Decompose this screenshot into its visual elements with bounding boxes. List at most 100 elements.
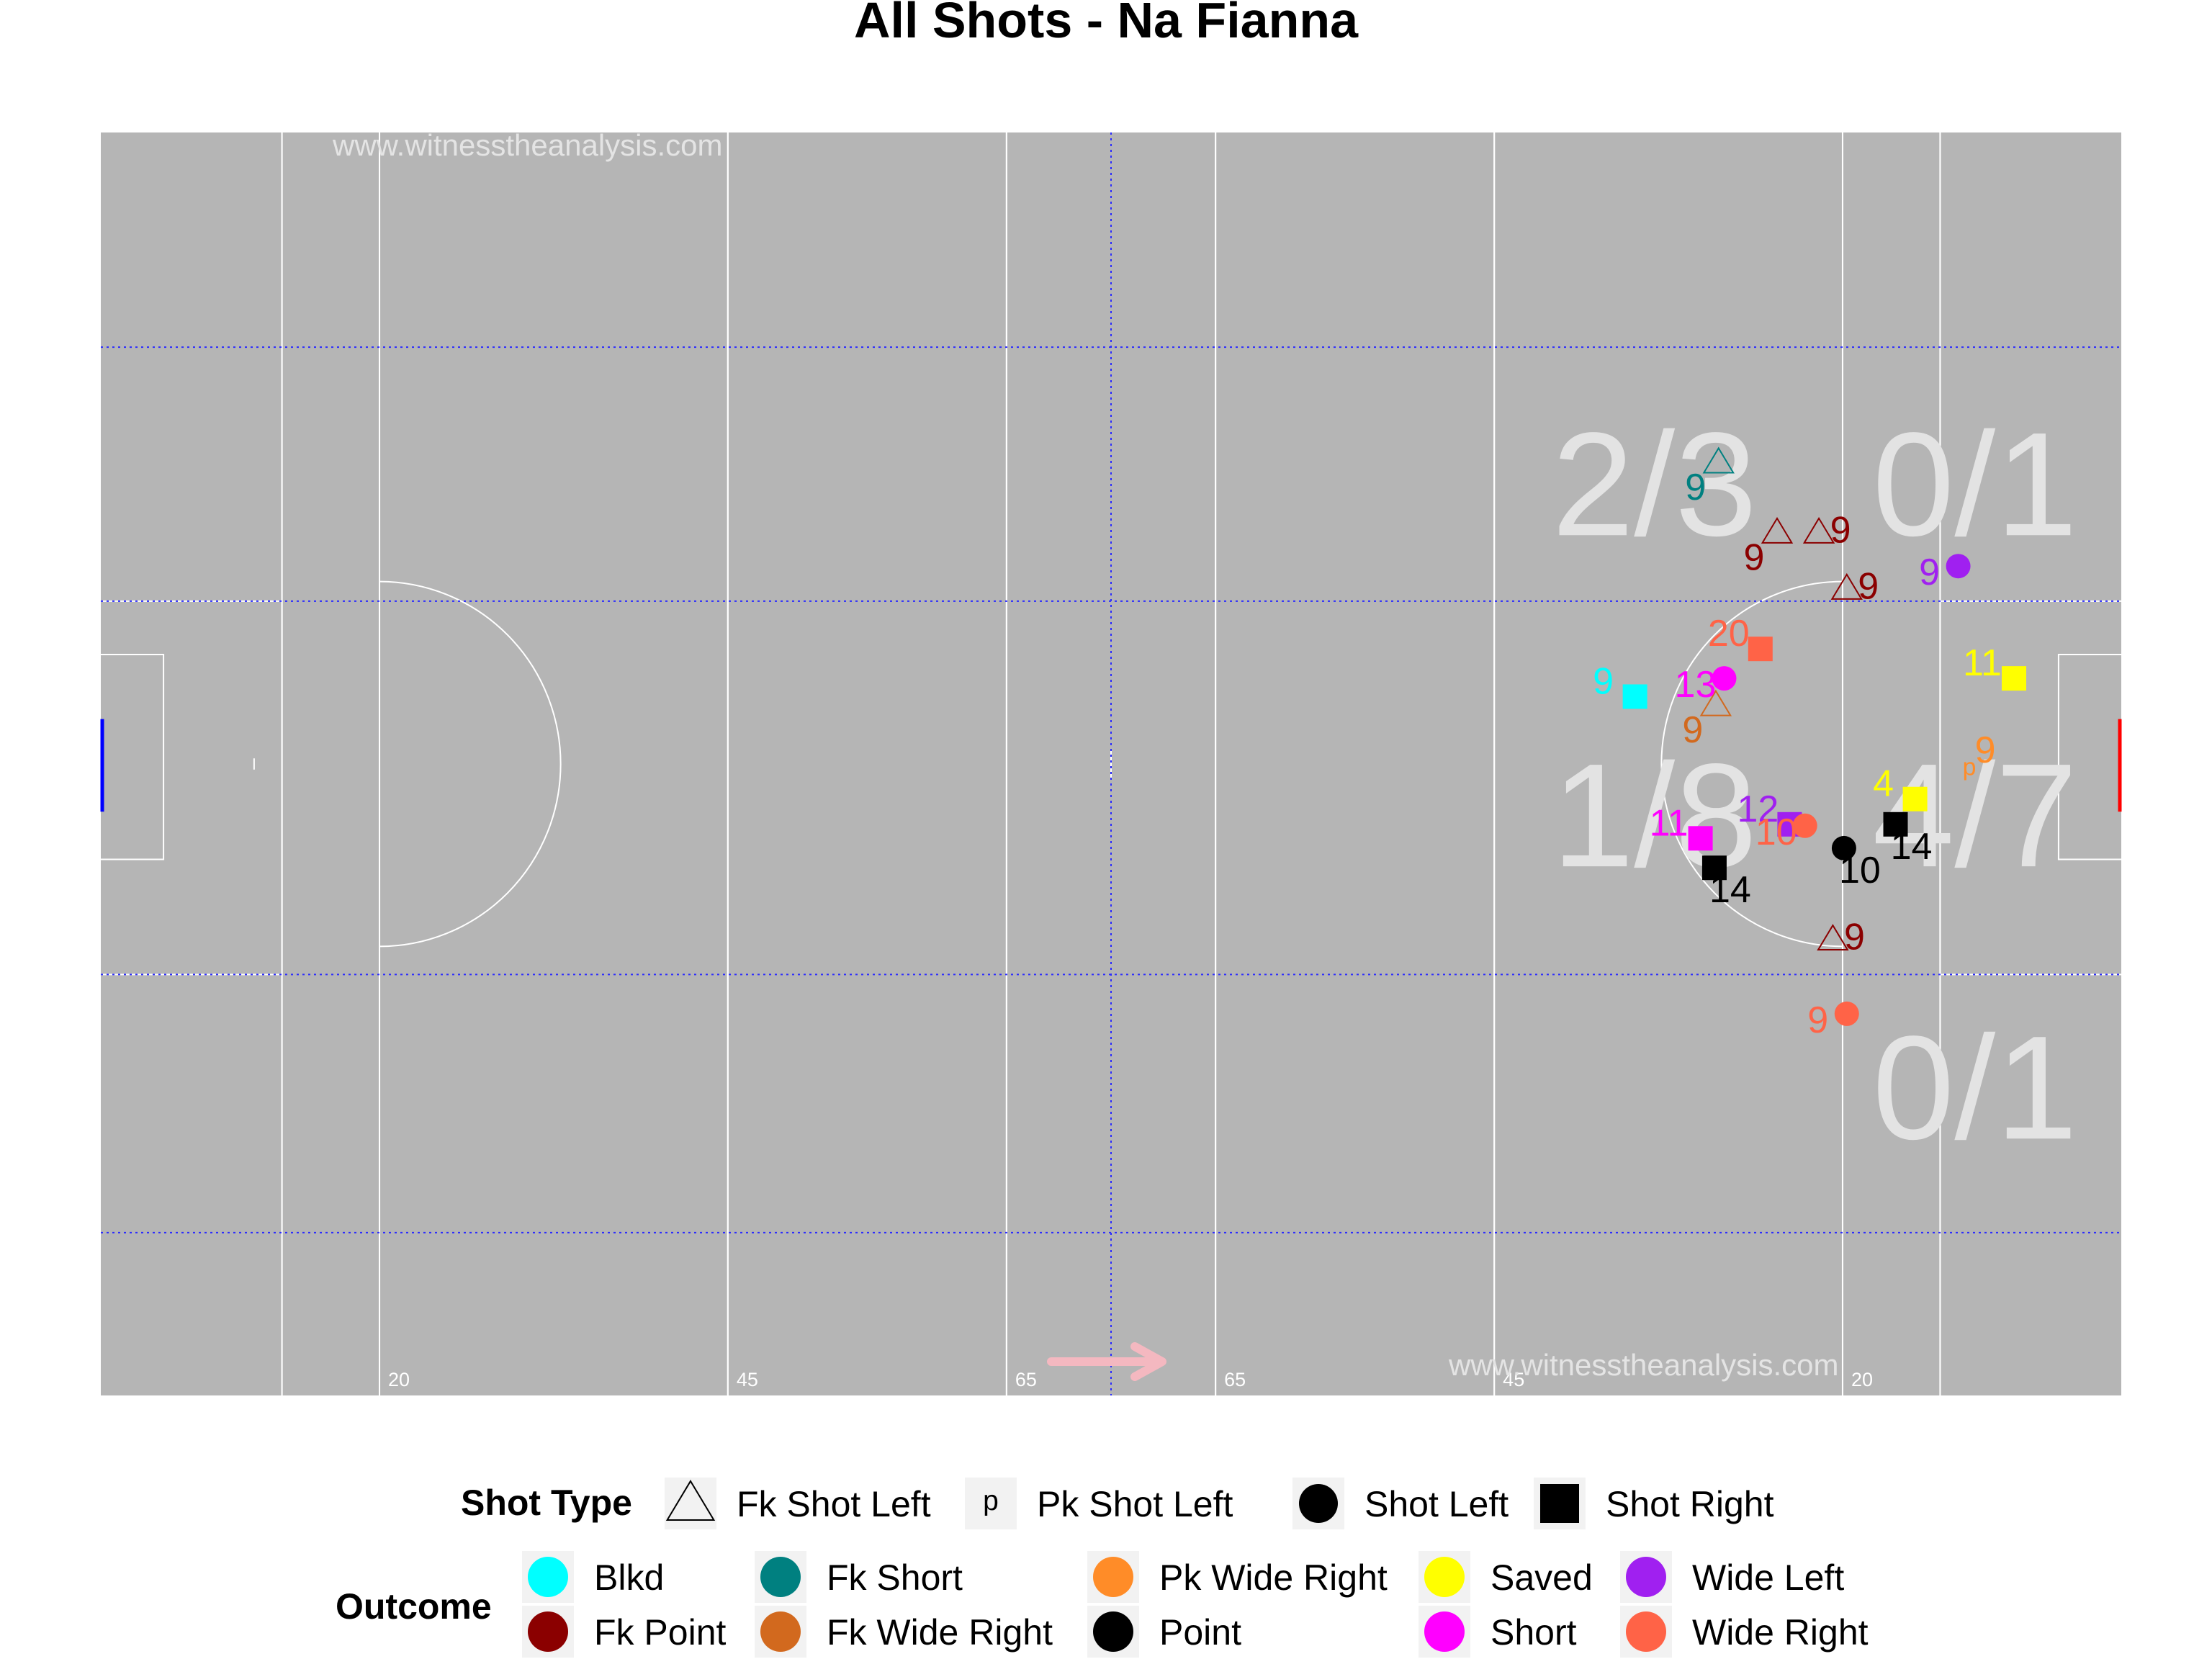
chart-title: All Shots - Na Fianna — [854, 0, 1359, 48]
shot-label: 11 — [1650, 802, 1689, 844]
shot-label: 9 — [1807, 999, 1828, 1041]
arrow-head — [1130, 1342, 1166, 1381]
legend-outcome-label: Wide Left — [1692, 1557, 1844, 1598]
left-small-box — [101, 653, 165, 860]
shot-label: 12 — [1737, 788, 1779, 830]
shot-label: 9 — [1858, 565, 1879, 607]
pitch-lines — [100, 132, 2122, 1395]
left-arc — [379, 580, 562, 948]
legend-outcome-label: Blkd — [594, 1557, 664, 1598]
legend-key-box — [965, 1478, 1017, 1529]
shot-label: 10 — [1839, 850, 1881, 891]
pitch-line-label: 65 — [1224, 1369, 1246, 1390]
legend-outcome-swatch — [760, 1557, 801, 1597]
shot-marker — [1702, 446, 1735, 474]
shot-marker — [1902, 786, 1928, 811]
shot-label: 9 — [1744, 536, 1765, 578]
legend-shot-type-items: Fk Shot Left p Pk Shot Left Shot Left Shot R… — [665, 1478, 1774, 1529]
shot-label: 14 — [1709, 869, 1751, 911]
zone-stats: 2/3 0/11/8 4/70/1 — [1552, 402, 2077, 1170]
shot-marker — [2001, 666, 2026, 691]
shot-marker — [1688, 826, 1713, 851]
legend-outcome-swatch — [1424, 1611, 1465, 1652]
shot-label: 9 — [1682, 709, 1703, 751]
pitch-line-label: 65 — [1015, 1369, 1037, 1390]
legend-shot-type-label: Pk Shot Left — [1037, 1484, 1233, 1524]
legend-outcome-title: Outcome — [336, 1586, 492, 1627]
legend-outcome-swatch — [528, 1557, 568, 1597]
watermark-top: www.witnesstheanalysis.com — [332, 128, 723, 162]
pitch-line-label: 20 — [388, 1369, 410, 1390]
legend-outcome-label: Wide Right — [1692, 1612, 1869, 1653]
legend-outcome-items: Blkd Fk Point Fk Short Fk Wide Right Pk Wide… — [522, 1551, 1869, 1658]
pitch-line-label: 45 — [1503, 1369, 1524, 1390]
shot-marker — [1834, 1001, 1859, 1026]
left-large-box — [101, 600, 283, 976]
zone-stat: 0/1 — [1872, 1005, 2077, 1170]
shot-marker — [1792, 813, 1817, 838]
legend-key-box — [665, 1478, 716, 1529]
legend-outcome-label: Pk Wide Right — [1159, 1557, 1388, 1598]
shot-marker — [1831, 835, 1856, 860]
shot-label: 9 — [1830, 509, 1851, 551]
shot-label: 9 — [1844, 917, 1865, 958]
shot-label: 9 — [1685, 467, 1706, 508]
pitch-line-label: 45 — [737, 1369, 758, 1390]
attack-direction-arrow — [1047, 1342, 1166, 1381]
right-small-box — [2057, 653, 2121, 860]
shot-marker — [1830, 572, 1863, 600]
legend-shot-type-title: Shot Type — [461, 1483, 632, 1523]
shot-label: 13 — [1675, 664, 1717, 706]
shot-marker — [1883, 811, 1908, 837]
legend-key-square — [1540, 1484, 1579, 1523]
zone-stat: 0/1 — [1872, 402, 2077, 567]
legend-outcome-swatch — [1093, 1611, 1133, 1652]
shot-label: 14 — [1891, 826, 1933, 868]
legend-outcome-swatch — [1626, 1557, 1666, 1597]
zone-stat: 2/3 — [1552, 402, 1757, 567]
legend-outcome-label: Fk Short — [827, 1557, 963, 1598]
pitch-line-label: 20 — [1851, 1369, 1873, 1390]
shot-label: 4 — [1873, 763, 1894, 805]
legend-outcome-swatch — [1424, 1557, 1465, 1597]
legend-outcome-label: Point — [1159, 1612, 1241, 1653]
watermark-bottom: www.witnesstheanalysis.com — [1448, 1348, 1839, 1382]
legend-shot-type-label: Shot Left — [1364, 1484, 1509, 1524]
shot-marker — [1701, 855, 1727, 881]
shot-marker — [1817, 924, 1849, 951]
legend-outcome-swatch — [1093, 1557, 1133, 1597]
pitch-line-labels: 20 45 65 65 45 20 — [388, 1369, 1873, 1390]
legend-shot-type: Shot Type Fk Shot Left p Pk Shot Left Shot … — [461, 1478, 1774, 1529]
legend-outcome: Outcome Blkd Fk Point Fk Short Fk Wide Righ… — [336, 1551, 1869, 1658]
legend-outcome-label: Fk Point — [594, 1612, 727, 1653]
legend-outcome-swatch — [528, 1611, 568, 1652]
shot-marker — [1712, 666, 1737, 691]
legend-key-triangle — [665, 1480, 716, 1521]
legend-key-p: p — [983, 1485, 999, 1516]
legend-shot-type-label: Fk Shot Left — [737, 1484, 931, 1524]
legend-outcome-label: Saved — [1491, 1557, 1593, 1598]
shot-marker — [1802, 516, 1835, 544]
shot-marker — [1761, 516, 1794, 544]
pitch-grid — [101, 132, 2121, 1395]
pitch: 20 45 65 65 45 20 2/3 0/11/8 4/70/1 www.witness… — [100, 128, 2122, 1395]
shot-label: 20 — [1708, 613, 1750, 655]
legend-outcome-swatch — [760, 1611, 801, 1652]
legend-outcome-swatch — [1626, 1611, 1666, 1652]
legend-shot-type-label: Shot Right — [1606, 1484, 1774, 1524]
legend-outcome-label: Short — [1491, 1612, 1577, 1653]
shot-marker — [1699, 689, 1732, 716]
shot-label: 9 — [1975, 729, 1996, 771]
legend-outcome-label: Fk Wide Right — [827, 1612, 1053, 1653]
shot-label: 9 — [1593, 660, 1614, 702]
shot-label: 9 — [1919, 552, 1940, 593]
right-arc — [1660, 580, 1843, 948]
shot-marker — [1946, 554, 1971, 579]
shot-marker — [1622, 684, 1647, 709]
shot-label: 11 — [1963, 642, 2002, 684]
shot-marker — [1748, 637, 1773, 662]
shot-marker: p — [1963, 754, 1977, 781]
legend-key-circle — [1299, 1484, 1338, 1523]
